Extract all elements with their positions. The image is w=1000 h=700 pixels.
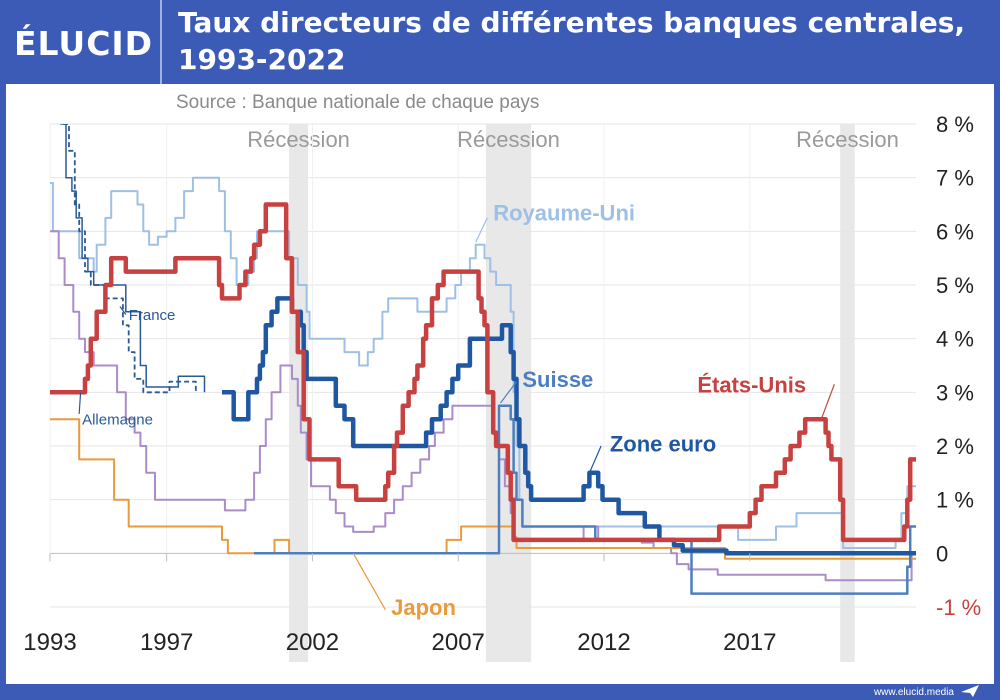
x-tick-label: 1993: [23, 629, 76, 656]
annotation-label-germany: Allemagne: [82, 412, 153, 429]
y-tick-label: 5 %: [936, 273, 974, 298]
annotation-leader-japan: [352, 553, 386, 610]
recession-label: Récession: [247, 127, 350, 152]
annotation-label-switzerland: Suisse: [522, 367, 593, 392]
elucid-logo[interactable]: ÉLUCID: [14, 24, 154, 63]
footer-url[interactable]: www.elucid.media: [873, 687, 954, 698]
recession-label: Récession: [457, 127, 560, 152]
annotation-label-france: France: [129, 307, 176, 324]
series-line-eurozone: [222, 296, 916, 556]
annotation-label-eurozone: Zone euro: [610, 431, 716, 456]
header: ÉLUCID Taux directeurs de différentes ba…: [0, 0, 1000, 84]
series-line-switzerland: [254, 404, 916, 595]
series-line-us: [50, 202, 916, 543]
annotation-label-japan: Japon: [391, 595, 456, 620]
x-tick-label: 2017: [723, 629, 776, 656]
annotation-leader-switzerland: [500, 381, 518, 404]
y-tick-label: -1 %: [936, 595, 981, 620]
y-tick-label: 7 %: [936, 166, 974, 191]
series-line-japan: [50, 418, 916, 560]
series-line-germany: [50, 230, 916, 582]
series-line-uk: [50, 176, 916, 549]
chart-svg: Récession Récession Récession États-Unis Ro…: [23, 92, 981, 662]
series-lines: [50, 124, 916, 595]
y-tick-label: 0: [936, 541, 948, 566]
x-tick-label: 1997: [140, 629, 193, 656]
annotation-leader-uk: [475, 217, 488, 243]
paper-plane-icon: [961, 685, 979, 697]
annotation-label-uk: Royaume-Uni: [493, 201, 635, 226]
y-axis-ticks: 8 % 7 % 6 % 5 % 4 % 3 % 2 % 1 % 0 -1 %: [936, 112, 981, 620]
x-tick-label: 2002: [286, 629, 339, 656]
y-tick-label: 3 %: [936, 380, 974, 405]
chart-panel: Récession Récession Récession États-Unis Ro…: [6, 84, 994, 684]
chart-title: Taux directeurs de différentes banques c…: [178, 6, 966, 76]
x-tick-label: 2007: [432, 629, 485, 656]
y-tick-label: 6 %: [936, 219, 974, 244]
series-annotations: États-Unis Royaume-Uni Zone euro Suisse Japo…: [78, 201, 835, 620]
annotation-leader-germany: [78, 392, 82, 414]
x-tick-label: 2012: [577, 629, 630, 656]
x-axis-ticks: 1993 1997 2002 2007 2012 2017: [23, 553, 776, 656]
y-tick-label: 4 %: [936, 327, 974, 352]
y-tick-label: 2 %: [936, 434, 974, 459]
y-tick-label: 1 %: [936, 488, 974, 513]
chart-subtitle: Source : Banque nationale de chaque pays: [176, 92, 539, 113]
header-divider: [160, 0, 162, 84]
annotation-leader-eurozone: [588, 445, 602, 474]
annotation-label-us: États-Unis: [697, 372, 806, 397]
recession-label: Récession: [796, 127, 899, 152]
y-tick-label: 8 %: [936, 112, 974, 137]
recession-band: [840, 124, 855, 662]
annotation-leader-france: [119, 306, 127, 315]
gridlines: [49, 123, 916, 608]
annotation-leader-us: [820, 384, 835, 420]
series-line-france_dashed: [63, 124, 197, 394]
